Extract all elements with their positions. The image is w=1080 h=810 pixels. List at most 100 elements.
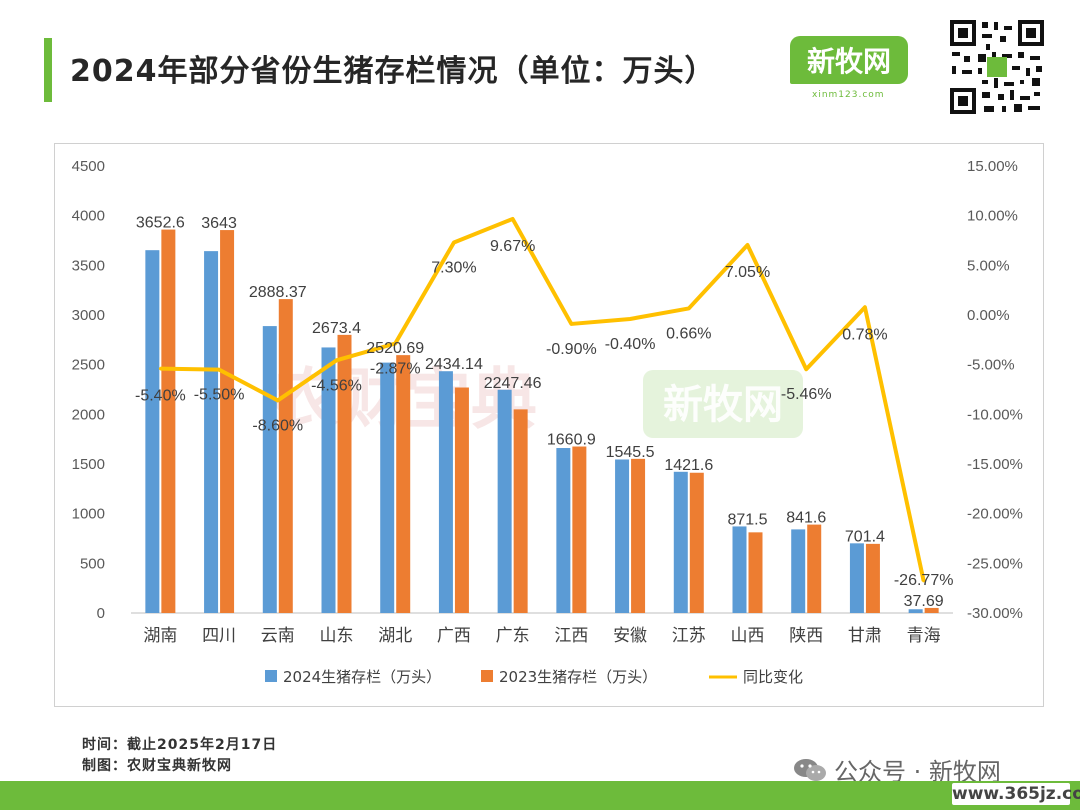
x-tick-label: 云南 xyxy=(261,626,295,646)
bar-value-label: 3643 xyxy=(201,215,237,232)
legend: 2024生猪存栏（万头） 2023生猪存栏（万头） 同比变化 xyxy=(265,668,803,686)
x-tick-label: 安徽 xyxy=(613,626,647,646)
yoy-point xyxy=(687,306,691,310)
x-tick-label: 江西 xyxy=(554,626,588,646)
y-right-tick-label: -5.00% xyxy=(967,357,1015,374)
data-labels: 3652.6 3643 2888.37 2673.4 2520.692434.14224… xyxy=(135,215,953,610)
y-right-tick-label: -10.00% xyxy=(967,406,1023,423)
yoy-point xyxy=(863,305,867,309)
bar-value-label: 871.5 xyxy=(727,511,767,528)
bar-value-label: 3652.6 xyxy=(136,215,185,232)
y-left-tick-label: 1500 xyxy=(72,456,105,473)
bar-2024 xyxy=(204,251,219,613)
y-left-tick-label: 2000 xyxy=(72,406,105,423)
y-right-tick-label: -15.00% xyxy=(967,456,1023,473)
yoy-point xyxy=(393,342,397,346)
x-tick-label: 陕西 xyxy=(789,626,823,646)
bottom-band xyxy=(0,781,1080,810)
bar-2024 xyxy=(791,529,806,613)
bar-2024 xyxy=(849,543,864,613)
y-right-tick-label: 10.00% xyxy=(967,208,1018,225)
x-tick-label: 青海 xyxy=(907,626,941,646)
y-right-tick-label: -30.00% xyxy=(967,605,1023,622)
bar-2024 xyxy=(497,389,512,613)
pig-inventory-chart: 农财宝典 新牧网 0 500 1000 1500 2000 2500 3000 3500 400… xyxy=(72,158,1023,686)
y-right-tick-label: -25.00% xyxy=(967,555,1023,572)
bar-2023 xyxy=(631,458,646,613)
footer-author: 制图：农财宝典新牧网 xyxy=(82,758,232,774)
yoy-line-path xyxy=(160,216,926,582)
yoy-point xyxy=(628,317,632,321)
bar-2023 xyxy=(807,524,822,613)
y-left-tick-label: 3500 xyxy=(72,257,105,274)
x-tick-label: 山东 xyxy=(320,626,354,646)
y-left-tick-label: 500 xyxy=(80,555,105,572)
brand-logo-text: 新牧网 xyxy=(806,45,891,78)
y-right-tick-label: 15.00% xyxy=(967,158,1018,175)
y-right-tick-label: -20.00% xyxy=(967,506,1023,523)
x-axis-labels: 湖南 四川 云南 山东 湖北 广西 广东 江西 安徽 江苏 山西 陕西 甘肃 青海 xyxy=(143,626,940,646)
x-tick-label: 湖北 xyxy=(378,626,412,646)
bar-value-label: 841.6 xyxy=(786,510,826,527)
bar-2024 xyxy=(145,250,160,614)
yoy-value-label: 0.78% xyxy=(842,326,887,343)
yoy-point xyxy=(217,368,221,372)
yoy-value-label: -0.90% xyxy=(546,341,597,358)
bar-2023 xyxy=(454,387,469,613)
yoy-point xyxy=(511,217,515,221)
legend-swatch-2024 xyxy=(265,670,277,682)
yoy-point xyxy=(276,398,280,402)
yoy-value-label: -26.77% xyxy=(894,572,954,589)
y-left-tick-label: 2500 xyxy=(72,357,105,374)
x-tick-label: 江苏 xyxy=(672,626,706,646)
bar-2023 xyxy=(396,355,411,613)
yoy-point xyxy=(569,322,573,326)
x-tick-label: 广东 xyxy=(496,626,530,646)
yoy-value-label: -4.56% xyxy=(311,377,362,394)
yoy-point xyxy=(335,358,338,362)
bar-2024 xyxy=(732,526,747,613)
yoy-line xyxy=(158,216,926,583)
bar-2024 xyxy=(615,459,630,613)
bar-value-label: 2888.37 xyxy=(249,284,307,301)
bar-value-label: 701.4 xyxy=(845,528,885,545)
yoy-value-label: -8.60% xyxy=(252,417,303,434)
yoy-value-label: -0.40% xyxy=(605,336,656,353)
bar-2023 xyxy=(572,446,587,613)
bar-2023 xyxy=(689,472,704,613)
y-right-tick-label: 5.00% xyxy=(967,257,1010,274)
bar-value-label: 2520.69 xyxy=(366,340,424,357)
bar-value-label: 37.69 xyxy=(904,593,944,610)
bar-2024 xyxy=(438,371,453,613)
x-tick-label: 山西 xyxy=(731,626,765,646)
title-accent-bar xyxy=(44,38,52,102)
bar-2024 xyxy=(380,362,395,613)
yoy-value-label: -5.46% xyxy=(781,386,832,403)
bar-2023 xyxy=(220,230,235,613)
bar-value-label: 2247.46 xyxy=(484,375,542,392)
bar-2023 xyxy=(748,532,763,613)
watermark-box xyxy=(643,370,803,438)
page-title: 2024年部分省份生猪存栏情况（单位：万头） xyxy=(70,54,716,89)
brand-logo: 新牧网 xyxy=(790,36,908,84)
bar-2024 xyxy=(556,448,571,613)
yoy-point xyxy=(452,240,456,244)
yoy-value-label: 7.05% xyxy=(725,264,770,281)
bar-value-label: 2434.14 xyxy=(425,356,483,373)
chart-frame: 农财宝典 新牧网 0 500 1000 1500 2000 2500 3000 3500 400… xyxy=(54,143,1044,707)
x-tick-label: 甘肃 xyxy=(848,626,882,646)
legend-swatch-2023 xyxy=(481,670,493,682)
legend-label-2024: 2024生猪存栏（万头） xyxy=(283,668,441,686)
qr-code-icon xyxy=(948,18,1046,116)
bar-2023 xyxy=(161,229,176,613)
legend-label-2023: 2023生猪存栏（万头） xyxy=(499,668,657,686)
bar-2024 xyxy=(262,326,277,613)
right-axis: -30.00% -25.00% -20.00% -15.00% -10.00% -5.00… xyxy=(967,158,1023,622)
bar-2023 xyxy=(337,334,352,613)
bar-2024 xyxy=(321,347,336,613)
bar-2023 xyxy=(865,543,880,613)
bar-2023 xyxy=(924,607,939,613)
y-left-tick-label: 3000 xyxy=(72,307,105,324)
yoy-value-label: -5.50% xyxy=(194,387,245,404)
y-left-tick-label: 4000 xyxy=(72,208,105,225)
